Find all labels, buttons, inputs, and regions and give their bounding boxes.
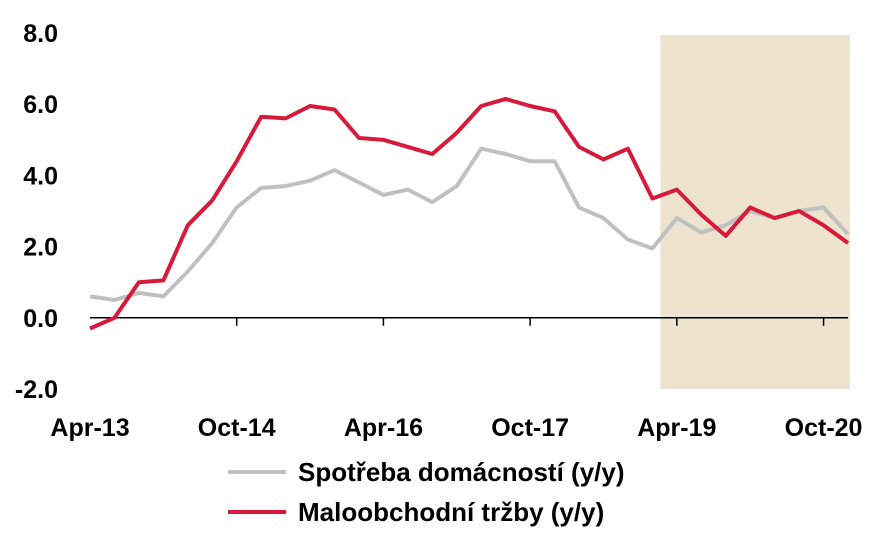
x-tick-label: Oct-20 — [785, 414, 863, 442]
series-line-maloobchodni — [89, 96, 850, 331]
legend-item-spotreba: Spotřeba domácností (y/y) — [228, 452, 625, 492]
y-axis: 8.0 6.0 4.0 2.0 0.0 -2.0 — [15, 20, 58, 404]
x-tick-label: Apr-19 — [637, 414, 716, 442]
series-line-spotreba — [89, 146, 850, 302]
y-tick-label: 0.0 — [23, 305, 58, 333]
y-tick-label: 2.0 — [23, 234, 58, 262]
legend-label-spotreba: Spotřeba domácností (y/y) — [298, 456, 625, 487]
y-tick-label: 6.0 — [23, 91, 58, 119]
legend: Spotřeba domácností (y/y) Maloobchodní t… — [228, 452, 625, 532]
y-tick-label: -2.0 — [15, 376, 58, 404]
x-tick-label: Oct-14 — [198, 414, 276, 442]
x-tick-label: Apr-16 — [344, 414, 423, 442]
line-chart: 8.0 6.0 4.0 2.0 0.0 -2.0 Apr-13 Oct-14 Apr-16 Oc… — [15, 20, 863, 442]
x-tick-label: Apr-13 — [50, 414, 129, 442]
y-tick-label: 4.0 — [23, 162, 58, 190]
y-tick-label: 8.0 — [23, 20, 58, 48]
series-lines — [89, 96, 850, 331]
x-tick-label: Oct-17 — [491, 414, 569, 442]
legend-item-maloobchodni: Maloobchodní tržby (y/y) — [228, 492, 625, 532]
legend-swatch-maloobchodni — [228, 510, 286, 514]
legend-label-maloobchodni: Maloobchodní tržby (y/y) — [298, 496, 605, 527]
x-axis: Apr-13 Oct-14 Apr-16 Oct-17 Apr-19 Oct-20 — [50, 317, 863, 442]
legend-swatch-spotreba — [228, 470, 286, 474]
